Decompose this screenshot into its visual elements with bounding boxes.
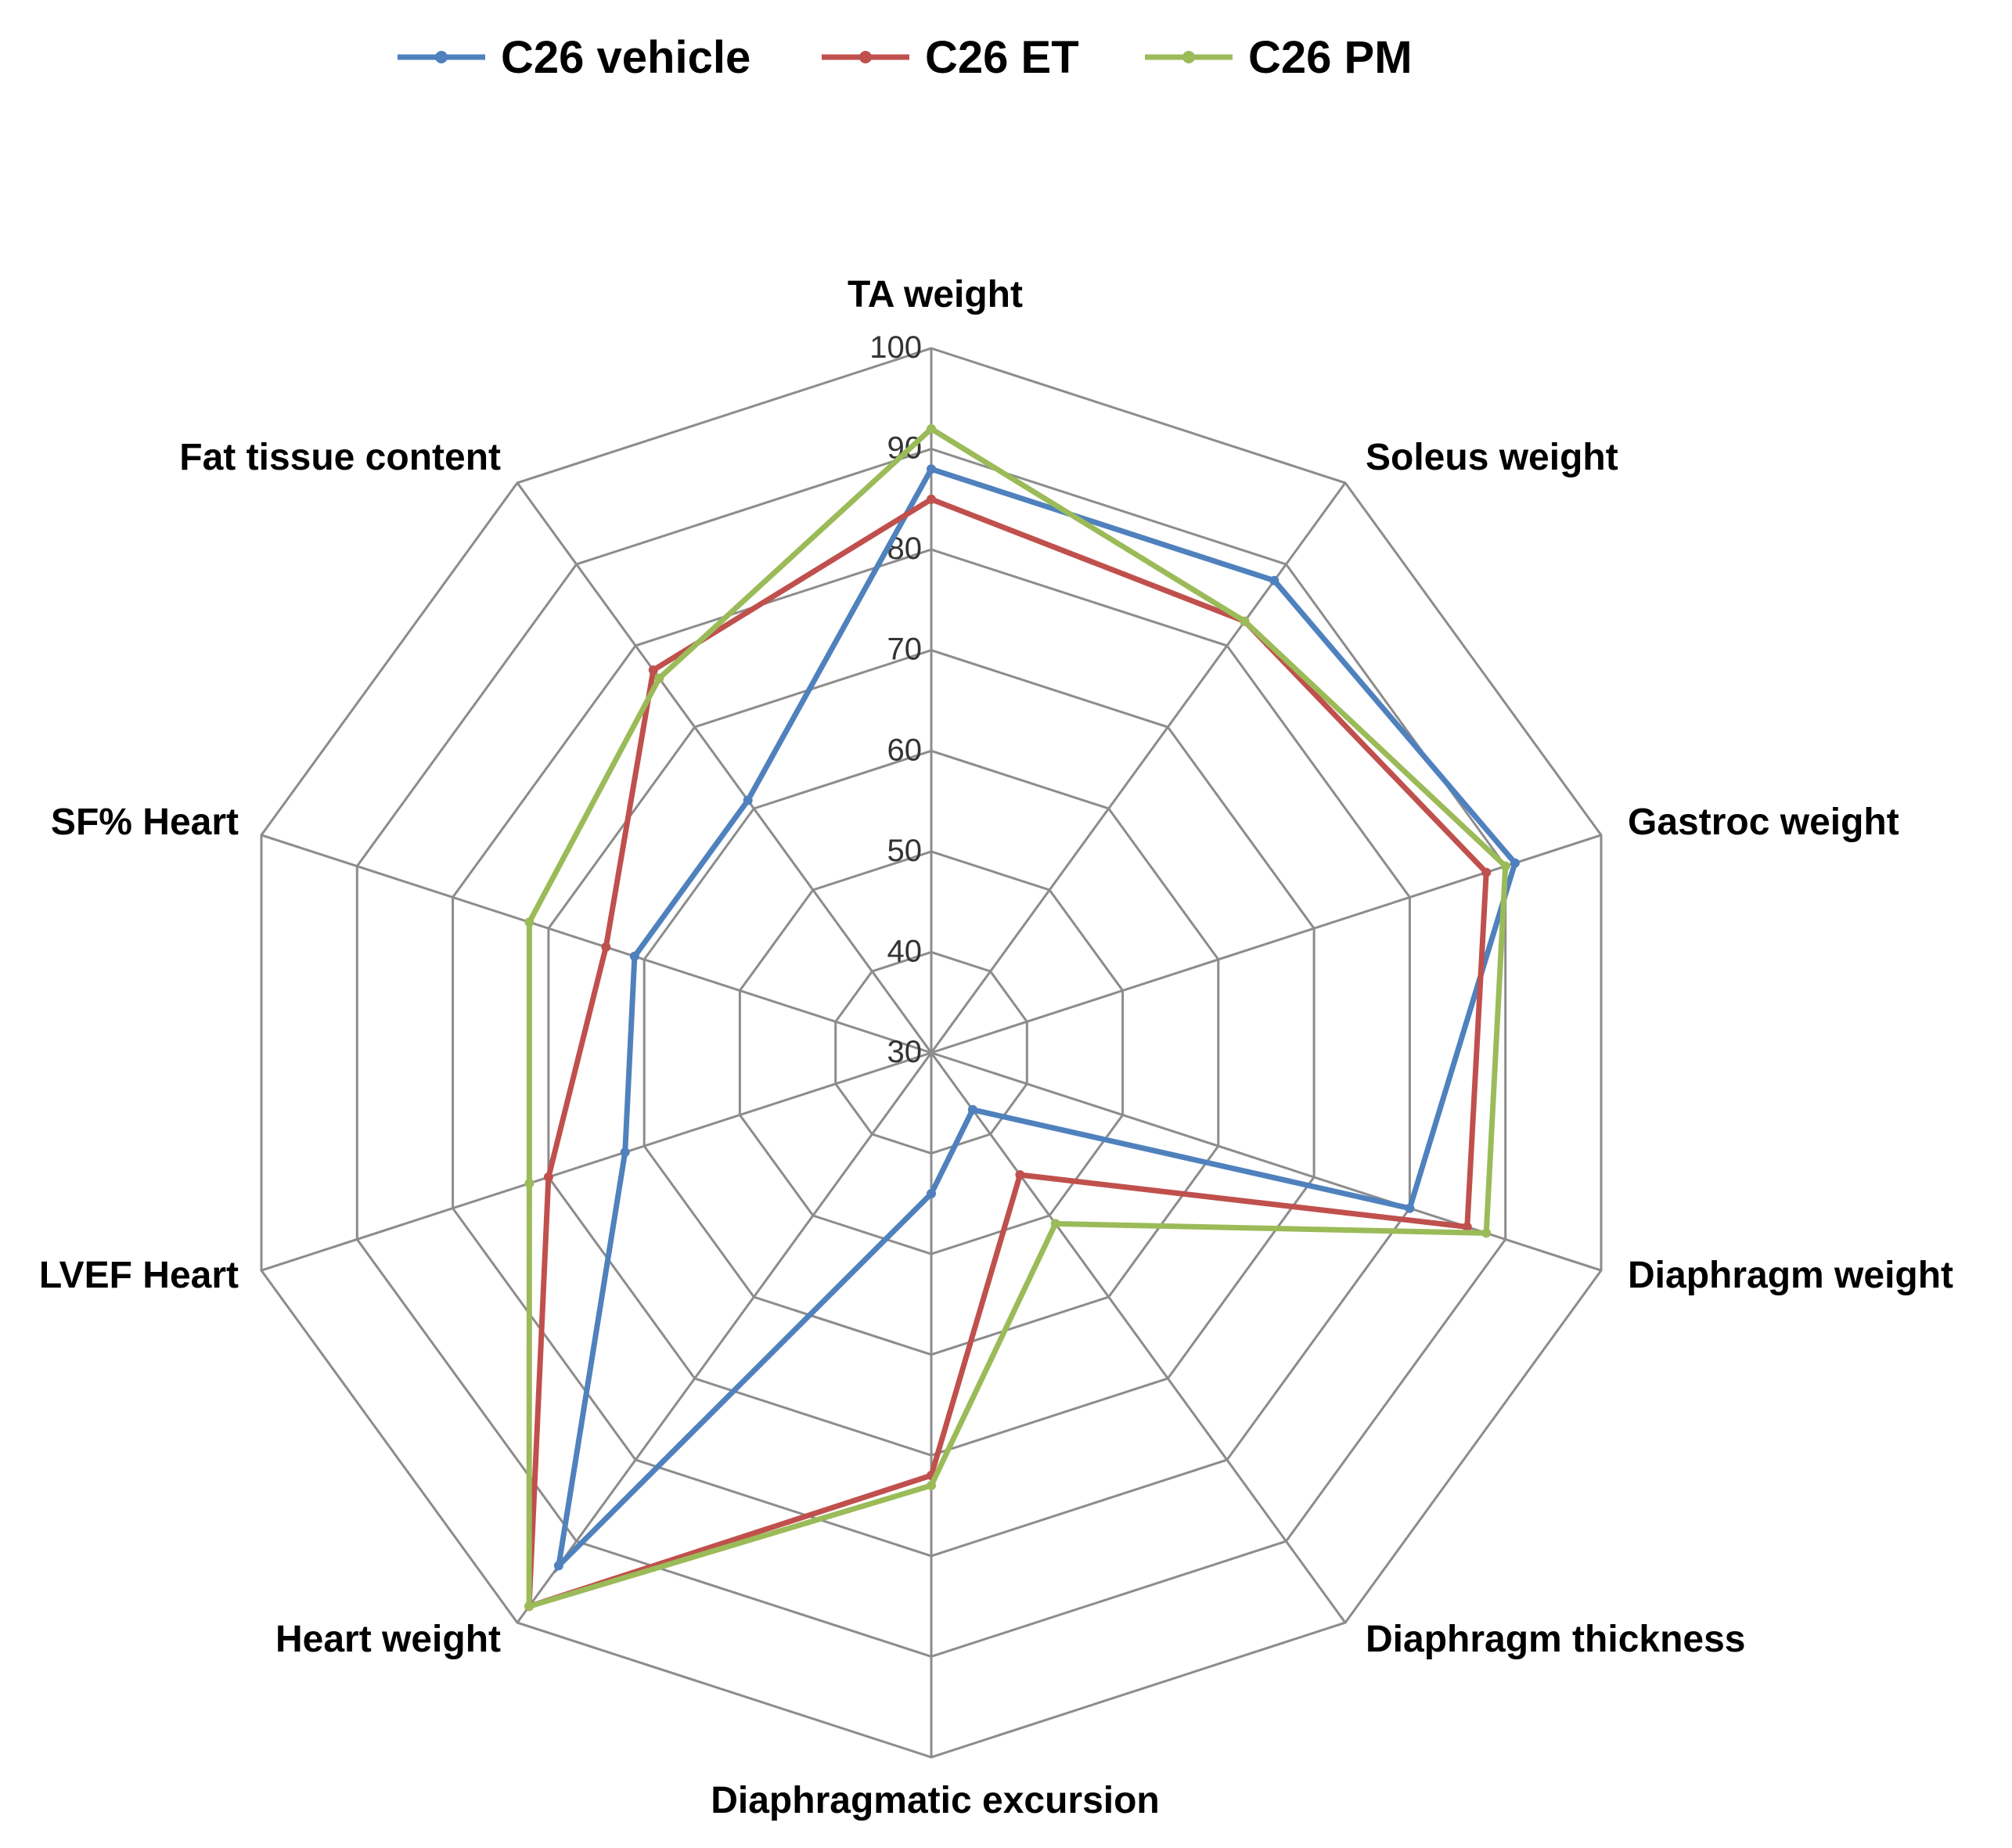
data-point bbox=[553, 1561, 563, 1571]
data-point bbox=[524, 1601, 534, 1612]
data-point bbox=[967, 1104, 977, 1115]
data-point bbox=[1462, 1222, 1472, 1232]
legend-marker bbox=[1182, 51, 1195, 63]
tick-label-90: 90 bbox=[887, 431, 923, 466]
axis-label-gastroc-weight: Gastroc weight bbox=[1628, 802, 1899, 843]
tick-label-50: 50 bbox=[887, 834, 923, 868]
data-point bbox=[543, 1172, 553, 1182]
data-point bbox=[927, 1189, 936, 1198]
spoke-8 bbox=[261, 834, 932, 1054]
axis-label-lvef-heart: LVEF Heart bbox=[39, 1255, 239, 1296]
axis-label-ta-weight: TA weight bbox=[848, 274, 1023, 315]
legend-label: C26 PM bbox=[1248, 32, 1413, 83]
axis-label-diaphragmatic-excursion: Diaphragmatic excursion bbox=[711, 1780, 1160, 1821]
data-point bbox=[654, 673, 664, 683]
series-c26-pm bbox=[524, 423, 1510, 1612]
legend-item-c26-et: C26 ET bbox=[822, 32, 1079, 83]
axis-label-sf-heart: SF% Heart bbox=[51, 802, 239, 843]
data-point bbox=[743, 795, 753, 805]
data-point bbox=[620, 1147, 630, 1158]
data-point bbox=[927, 1480, 936, 1490]
tick-label-60: 60 bbox=[887, 733, 923, 767]
data-point bbox=[601, 942, 611, 952]
axis-label-diaphragm-weight: Diaphragm weight bbox=[1628, 1255, 1953, 1296]
data-series bbox=[524, 423, 1520, 1612]
data-point bbox=[524, 917, 534, 928]
legend-item-c26-pm: C26 PM bbox=[1145, 32, 1413, 83]
data-point bbox=[927, 494, 936, 504]
data-point bbox=[1015, 1170, 1025, 1180]
series-line bbox=[526, 425, 1509, 1611]
spoke-7 bbox=[261, 1051, 932, 1272]
data-point bbox=[648, 665, 658, 675]
tick-label-70: 70 bbox=[887, 632, 923, 667]
legend-label: C26 vehicle bbox=[501, 32, 750, 83]
spoke-4 bbox=[930, 1052, 1347, 1623]
axis-label-fat-tissue-content: Fat tissue content bbox=[179, 437, 501, 478]
data-point bbox=[1510, 858, 1520, 868]
data-point bbox=[1500, 861, 1510, 871]
data-point bbox=[1405, 1203, 1415, 1213]
data-point bbox=[927, 464, 936, 474]
data-point bbox=[1240, 616, 1250, 626]
tick-label-30: 30 bbox=[887, 1035, 923, 1069]
legend: C26 vehicle C26 ET C26 PM bbox=[398, 32, 1413, 83]
data-point bbox=[1481, 867, 1492, 877]
data-point bbox=[927, 423, 936, 434]
spoke-6 bbox=[516, 1052, 933, 1623]
legend-item-c26-vehicle: C26 vehicle bbox=[398, 32, 750, 83]
data-point bbox=[629, 951, 639, 961]
spoke-3 bbox=[930, 1051, 1602, 1272]
legend-marker bbox=[859, 51, 872, 63]
legend-label: C26 ET bbox=[925, 32, 1079, 83]
axis-labels: TA weight Soleus weight Gastroc weight Diap… bbox=[39, 274, 1953, 1821]
data-point bbox=[1050, 1219, 1060, 1229]
tick-label-100: 100 bbox=[869, 330, 922, 365]
axis-label-heart-weight: Heart weight bbox=[275, 1619, 501, 1660]
data-point bbox=[1269, 575, 1280, 585]
legend-marker bbox=[435, 51, 448, 63]
axis-label-diaphragm-thickness: Diaphragm thickness bbox=[1366, 1619, 1745, 1660]
data-point bbox=[524, 1178, 534, 1188]
spoke-1 bbox=[930, 482, 1347, 1054]
tick-label-40: 40 bbox=[887, 934, 923, 968]
data-point bbox=[1481, 1228, 1492, 1238]
series-c26-vehicle bbox=[553, 464, 1520, 1574]
axis-label-soleus-weight: Soleus weight bbox=[1366, 437, 1618, 478]
spoke-9 bbox=[516, 482, 933, 1054]
